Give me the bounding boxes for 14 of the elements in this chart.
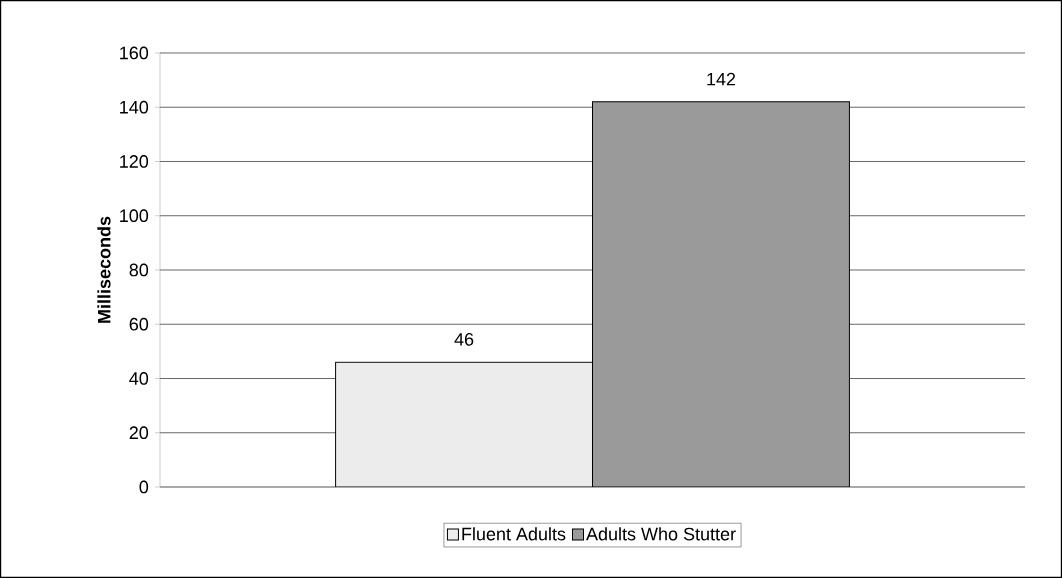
legend-label: Adults Who Stutter <box>586 527 736 541</box>
data-label: 142 <box>707 72 736 86</box>
y-tick-label: 40 <box>129 372 149 385</box>
y-tick-label: 120 <box>120 155 149 168</box>
data-label: 46 <box>454 332 474 346</box>
y-tick-label: 100 <box>120 209 149 223</box>
y-tick-label: 20 <box>129 426 149 440</box>
y-tick-label: 160 <box>120 46 149 60</box>
y-tick-label: 0 <box>139 480 149 494</box>
y-tick-label: 80 <box>129 263 149 277</box>
y-tick-label: 140 <box>120 100 149 114</box>
y-tick-label: 60 <box>129 317 149 331</box>
y-axis-title: Milliseconds <box>97 216 111 323</box>
legend-label: Fluent Adults <box>462 527 566 541</box>
